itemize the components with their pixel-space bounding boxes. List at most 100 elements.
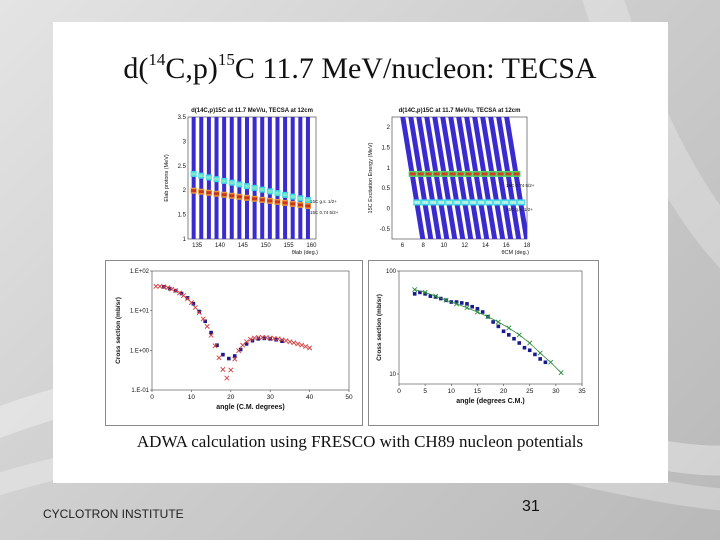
band-core bbox=[462, 200, 469, 204]
band-core bbox=[297, 203, 303, 207]
calc-point bbox=[188, 300, 194, 306]
detector-strip bbox=[229, 117, 234, 239]
data-point bbox=[191, 301, 196, 306]
band-core bbox=[297, 196, 303, 200]
calc-point bbox=[169, 286, 175, 292]
data-point bbox=[412, 292, 417, 296]
band-core bbox=[489, 172, 496, 176]
x-tick-label: 18 bbox=[524, 243, 531, 249]
x-tick-label: 35 bbox=[578, 388, 586, 395]
data-point bbox=[232, 354, 237, 358]
data-point bbox=[197, 309, 202, 314]
calc-point bbox=[232, 356, 238, 362]
x-tick-label: 30 bbox=[267, 394, 275, 401]
calc-point bbox=[196, 309, 202, 315]
y-tick-label: -0.5 bbox=[380, 227, 391, 233]
data-point bbox=[459, 301, 464, 305]
band-core bbox=[502, 200, 509, 204]
band-core bbox=[274, 200, 280, 204]
band-core bbox=[305, 204, 311, 208]
band-core bbox=[252, 197, 258, 201]
detector-strip bbox=[237, 117, 242, 239]
data-point bbox=[538, 357, 542, 361]
calc-point bbox=[220, 366, 226, 372]
calc-point bbox=[236, 348, 242, 354]
band-core bbox=[409, 172, 416, 176]
x-tick-label: 145 bbox=[238, 243, 249, 249]
calc-point bbox=[161, 284, 167, 290]
x-tick-label: 155 bbox=[284, 243, 295, 249]
series-data bbox=[162, 284, 284, 361]
calc-point bbox=[173, 288, 179, 294]
detector-strip bbox=[496, 117, 522, 239]
band-core bbox=[267, 199, 273, 203]
band-annotation: 15C 0.74 5/2+ bbox=[506, 183, 535, 188]
x-tick-label: 135 bbox=[192, 243, 203, 249]
detector-strip bbox=[305, 117, 310, 239]
band-core bbox=[214, 192, 220, 196]
y-axis-label: Cross section (mb/sr) bbox=[115, 297, 122, 364]
calc-point bbox=[412, 287, 418, 293]
calc-point bbox=[287, 339, 293, 345]
data-point bbox=[491, 320, 495, 324]
band-core bbox=[470, 200, 477, 204]
x-tick-label: 12 bbox=[461, 243, 468, 249]
band-core bbox=[214, 177, 220, 181]
y-tick-label: 2.5 bbox=[178, 164, 187, 170]
band-core bbox=[259, 188, 265, 192]
calc-point bbox=[181, 293, 187, 299]
calc-point bbox=[275, 336, 281, 342]
data-point bbox=[428, 294, 433, 298]
data-point bbox=[501, 329, 506, 334]
band-core bbox=[441, 172, 448, 176]
band-core bbox=[414, 200, 421, 204]
band-core bbox=[430, 200, 437, 204]
detector-strips bbox=[400, 117, 527, 239]
detector-strip bbox=[267, 117, 272, 239]
x-tick-label: 0 bbox=[397, 388, 401, 395]
band-core bbox=[290, 202, 296, 206]
band-core bbox=[438, 200, 445, 204]
band-core bbox=[497, 172, 504, 176]
y-tick-label: 2 bbox=[183, 188, 187, 194]
detector-strip bbox=[456, 117, 482, 239]
heatmap-lab-energy: d(14C,p)15C at 11.7 MeV/u, TECSA at 12cm… bbox=[160, 103, 338, 261]
band-core bbox=[274, 191, 280, 195]
band-core bbox=[191, 189, 197, 193]
band-core bbox=[282, 201, 288, 205]
calc-point bbox=[224, 375, 230, 381]
y-tick-label: 1.5 bbox=[382, 146, 391, 152]
x-tick-label: 25 bbox=[526, 388, 534, 395]
data-point bbox=[423, 292, 427, 296]
band-core bbox=[236, 182, 242, 186]
detector-strip bbox=[504, 117, 527, 239]
calc-point bbox=[307, 345, 313, 351]
plot-area bbox=[151, 270, 350, 391]
series-calculation bbox=[412, 287, 564, 376]
cross-section-plot-left: 0 10 20 30 40 50 1.E-01 1.E+00 1.E+01 1.E+02 angle… bbox=[106, 261, 361, 424]
x-tick-label: 6 bbox=[401, 243, 405, 249]
calc-point bbox=[291, 340, 297, 346]
detector-strip bbox=[408, 117, 434, 239]
calc-point bbox=[299, 342, 305, 348]
band-core bbox=[473, 172, 480, 176]
x-tick-label: 160 bbox=[306, 243, 317, 249]
band-core bbox=[494, 200, 501, 204]
data-point bbox=[238, 347, 243, 352]
band-core bbox=[446, 200, 453, 204]
data-point bbox=[480, 310, 485, 314]
y-axis-label: Cross section (mb/sr) bbox=[376, 294, 383, 361]
band-annotation: 15C g.s. 1/2+ bbox=[506, 207, 533, 212]
calc-point bbox=[240, 342, 246, 348]
data-point bbox=[185, 296, 190, 300]
heatmap-title: d(14C,p)15C at 11.7 MeV/u, TECSA at 12cm bbox=[191, 108, 313, 114]
y-tick-label: 1 bbox=[183, 237, 187, 243]
band-core bbox=[513, 172, 520, 176]
calc-point bbox=[228, 367, 234, 373]
page-number: 31 bbox=[522, 498, 540, 515]
band-core bbox=[505, 172, 512, 176]
x-tick-label: 16 bbox=[503, 243, 510, 249]
calc-point bbox=[153, 283, 159, 289]
band-core bbox=[191, 172, 197, 176]
calc-point bbox=[303, 343, 309, 350]
